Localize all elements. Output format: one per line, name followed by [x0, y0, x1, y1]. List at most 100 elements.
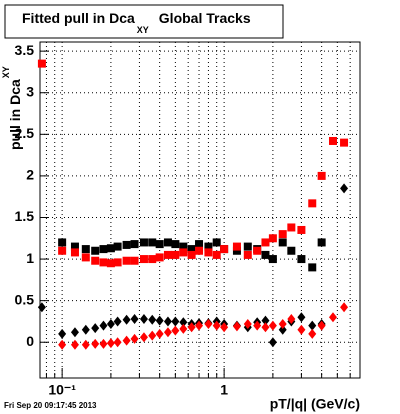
- y-tick-label: 2.5: [15, 125, 35, 141]
- diamond-marker: [91, 323, 100, 334]
- diamond-marker: [171, 325, 180, 336]
- square-marker: [99, 258, 108, 267]
- square-marker: [268, 255, 277, 264]
- square-marker: [261, 238, 270, 247]
- square-marker: [113, 242, 122, 251]
- diamond-marker: [308, 328, 317, 339]
- square-marker: [130, 240, 139, 249]
- y-tick-label: 0: [26, 333, 34, 349]
- square-marker: [340, 138, 349, 147]
- square-marker: [268, 234, 277, 243]
- y-tick-label: 0.5: [15, 291, 35, 307]
- y-tick-label: 1.5: [15, 208, 35, 224]
- diamond-marker: [243, 318, 252, 329]
- square-marker: [106, 259, 115, 268]
- square-marker: [204, 248, 213, 257]
- diamond-marker: [113, 316, 122, 327]
- diamond-marker: [278, 318, 287, 329]
- square-marker: [91, 246, 100, 255]
- y-tick-label: 2: [26, 167, 34, 183]
- square-marker: [232, 242, 241, 251]
- footer: Fri Sep 20 09:17:45 2013: [4, 401, 97, 410]
- diamond-marker: [122, 335, 131, 346]
- diamond-marker: [232, 321, 241, 332]
- diamond-marker: [278, 324, 287, 335]
- square-marker: [163, 238, 172, 247]
- square-marker: [261, 250, 270, 259]
- square-marker: [163, 250, 172, 259]
- square-marker: [58, 246, 67, 255]
- square-marker: [328, 136, 337, 145]
- square-marker: [243, 242, 252, 251]
- diamond-marker: [171, 316, 180, 327]
- square-marker: [204, 242, 213, 251]
- plot-frame: [39, 41, 361, 379]
- diamond-marker: [148, 314, 157, 325]
- diamond-marker: [268, 337, 277, 348]
- y-tick-label: 3.5: [15, 42, 35, 58]
- square-marker: [99, 245, 108, 254]
- diamond-marker: [253, 320, 262, 331]
- square-marker: [70, 242, 79, 251]
- diamond-marker: [81, 339, 90, 350]
- square-marker: [287, 223, 296, 232]
- diamond-marker: [261, 322, 270, 333]
- square-marker: [106, 244, 115, 253]
- square-marker: [155, 240, 164, 249]
- square-marker: [139, 238, 148, 247]
- square-marker: [297, 225, 306, 234]
- diamond-marker: [297, 324, 306, 335]
- chart-title: Fitted pull in DcaXYGlobal Tracks: [22, 10, 251, 36]
- diamond-marker: [106, 338, 115, 349]
- square-marker: [148, 255, 157, 264]
- diamond-marker: [99, 320, 108, 331]
- diamond-marker: [287, 313, 296, 324]
- square-marker: [287, 246, 296, 255]
- diamond-marker: [130, 333, 139, 344]
- square-marker: [37, 59, 46, 68]
- diamond-marker: [70, 339, 79, 350]
- square-marker: [212, 250, 221, 259]
- square-marker: [317, 171, 326, 180]
- square-marker: [278, 230, 287, 239]
- diamond-marker: [308, 320, 317, 331]
- diamond-marker: [139, 313, 148, 324]
- y-axis-label: pull in DcaXY: [1, 66, 22, 150]
- diamond-marker: [106, 318, 115, 329]
- diamond-marker: [268, 320, 277, 331]
- square-marker: [179, 248, 188, 257]
- square-marker: [308, 199, 317, 208]
- square-marker: [58, 238, 67, 247]
- square-marker: [171, 250, 180, 259]
- title-box: [4, 4, 284, 39]
- square-marker: [81, 253, 90, 262]
- diamond-marker: [212, 320, 221, 331]
- square-marker: [278, 238, 287, 247]
- square-marker: [195, 240, 204, 249]
- square-marker: [187, 250, 196, 259]
- square-marker: [220, 245, 229, 254]
- diamond-marker: [155, 315, 164, 326]
- square-marker: [130, 256, 139, 265]
- diamond-marker: [99, 338, 108, 349]
- diamond-marker: [317, 320, 326, 331]
- square-marker: [148, 238, 157, 247]
- diamond-marker: [340, 183, 349, 194]
- square-marker: [212, 238, 221, 247]
- square-marker: [179, 242, 188, 251]
- x-tick-label: 1: [220, 382, 228, 398]
- square-marker: [187, 245, 196, 254]
- diamond-marker: [328, 312, 337, 323]
- x-tick-label: 10⁻¹: [48, 382, 76, 398]
- diamond-marker: [297, 312, 306, 323]
- diamond-marker: [204, 318, 213, 329]
- diamond-marker: [70, 327, 79, 338]
- diamond-marker: [148, 330, 157, 341]
- diamond-marker: [195, 320, 204, 331]
- square-marker: [297, 255, 306, 264]
- diamond-marker: [163, 316, 172, 327]
- diamond-marker: [37, 302, 46, 313]
- y-tick-label: 1: [26, 250, 34, 266]
- diamond-marker: [340, 302, 349, 313]
- square-marker: [232, 246, 241, 255]
